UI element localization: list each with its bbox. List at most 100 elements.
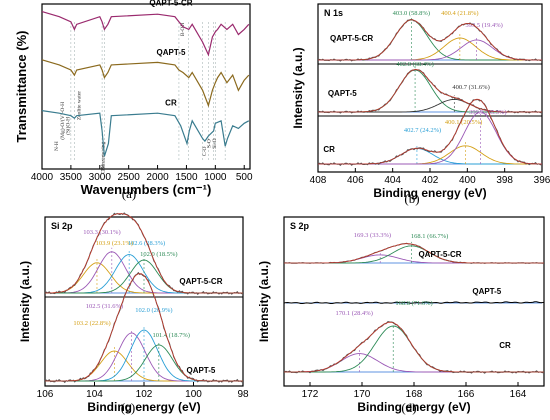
sample-label: QAPT-5-CR [179,277,222,286]
fit-component-curve [318,111,542,165]
band-label: C-H [100,164,106,174]
fit-envelope [284,243,544,264]
peak-label: 402.8 (68.4%) [396,61,433,68]
x-tick-label-a: 2000 [146,172,169,183]
y-axis-label-d: Intensity (a.u.) [257,261,271,342]
x-tick-label-b: 402 [422,175,439,186]
series-label: CR [165,99,177,108]
fit-component-curve [284,254,544,264]
x-tick-label-d: 168 [406,389,423,400]
peak-label: 402.7 (24.2%) [404,127,441,134]
x-tick-label-a: 3000 [89,172,112,183]
core-level-label-b: N 1s [324,8,343,18]
fit-component-curve [284,245,544,264]
sample-label: CR [323,145,335,154]
sample-label: QAPT-5-CR [418,250,461,259]
peak-label: 102.6 (28.3%) [128,240,165,247]
peak-label: 103.2 (22.8%) [73,320,110,327]
peak-label: 399.5 (19.4%) [465,22,502,29]
fit-envelope [318,68,542,113]
fit-envelope [318,19,542,61]
fit-envelope [284,321,544,373]
x-tick-label-c: 106 [37,389,54,400]
fit-envelope [45,273,243,382]
plot-frame-b [317,3,543,173]
peak-label: 170.1 (28.4%) [336,310,373,317]
x-axis-label-d: Binding energy (eV) [357,400,470,414]
peak-label: 102.0 (26.9%) [135,307,172,314]
band-label: S-O [207,139,213,148]
band-label: N-H [54,141,60,151]
x-tick-label-b: 396 [534,175,550,186]
sample-label: QAPT-5 [186,366,215,375]
peak-label: 102.0 (18.5%) [140,251,177,258]
x-tick-label-b: 404 [384,175,401,186]
plot-frame-a [41,3,251,170]
x-axis-label-a: Wavenumbers (cm⁻¹) [81,182,212,197]
panel-label-d: (d) [401,400,416,415]
x-tick-label-d: 166 [458,389,475,400]
sample-label: QAPT-5-CR [330,34,373,43]
y-axis-label-a: Transmittance (%) [14,31,29,143]
x-tick-label-d: 170 [354,389,371,400]
peak-label: 403.0 (58.8%) [393,10,430,17]
x-axis-label-b: Binding energy (eV) [373,186,486,200]
band-label: B-OH [180,23,186,36]
peak-label: 103.9 (23.1%) [96,240,133,247]
x-tick-label-a: 1500 [175,172,198,183]
band-label: Zeolite water [77,91,83,120]
x-axis-label-c: Binding energy (eV) [87,400,200,414]
peak-label: 103.3 (30.1%) [83,229,120,236]
peak-label: 101.4 (18.7%) [153,332,190,339]
x-tick-label-b: 398 [496,175,513,186]
sample-label: QAPT-5 [472,287,501,296]
fit-envelope [45,213,243,294]
x-tick-label-c: 98 [237,389,249,400]
y-axis-label-c: Intensity (a.u.) [18,261,32,342]
peak-label: 400.1 (20.5%) [445,119,482,126]
series-label: QAPT-5 [157,48,186,57]
fit-component-curve [318,98,542,113]
x-tick-label-a: 2500 [118,172,141,183]
core-level-label-d: S 2p [290,221,310,231]
sample-label: CR [499,341,511,350]
peak-label: 168.8 (71.6%) [395,300,432,307]
x-tick-label-d: 164 [510,389,527,400]
band-label: C-O [202,146,208,156]
x-tick-label-c: 104 [86,389,103,400]
x-tick-label-a: 4000 [31,172,54,183]
x-tick-label-a: 1000 [204,172,227,183]
x-tick-label-a: 500 [236,172,253,183]
peak-label: 168.1 (66.7%) [411,233,448,240]
series-label: QAPT-5-CR [149,0,192,8]
x-tick-label-b: 406 [347,175,364,186]
core-level-label-c: Si 2p [51,221,73,231]
band-label: Benzene ring [100,141,106,170]
x-tick-label-d: 172 [302,389,319,400]
x-tick-label-c: 100 [185,389,202,400]
panel-label-b: (b) [404,191,419,206]
peak-label: 399.3 (55.3%) [469,109,506,116]
fit-component-curve [318,145,542,165]
panel-label-c: (c) [121,400,135,415]
band-label: (Mg)-O/(V)-O-H [59,102,66,140]
x-tick-label-b: 400 [459,175,476,186]
peak-label: 102.5 (31.6%) [86,303,123,310]
peak-label: 400.4 (21.8%) [441,10,478,17]
x-tick-label-a: 3500 [60,172,83,183]
sample-label: QAPT-5 [328,89,357,98]
y-axis-label-b: Intensity (a.u.) [291,47,305,128]
fit-envelope [318,98,542,165]
band-label: (Si)O-H [65,117,72,135]
panel-label-a: (a) [122,186,136,201]
spectrum-trace [283,301,545,304]
series-line-qapt-5-cr [41,11,250,57]
x-tick-label-c: 102 [136,389,153,400]
band-label: Si-O [212,138,218,148]
peak-label: 169.3 (33.3%) [354,232,391,239]
x-tick-label-b: 408 [310,175,327,186]
series-line-cr [41,110,250,157]
peak-label: 400.7 (31.6%) [452,84,489,91]
series-line-qapt-5 [41,59,250,108]
